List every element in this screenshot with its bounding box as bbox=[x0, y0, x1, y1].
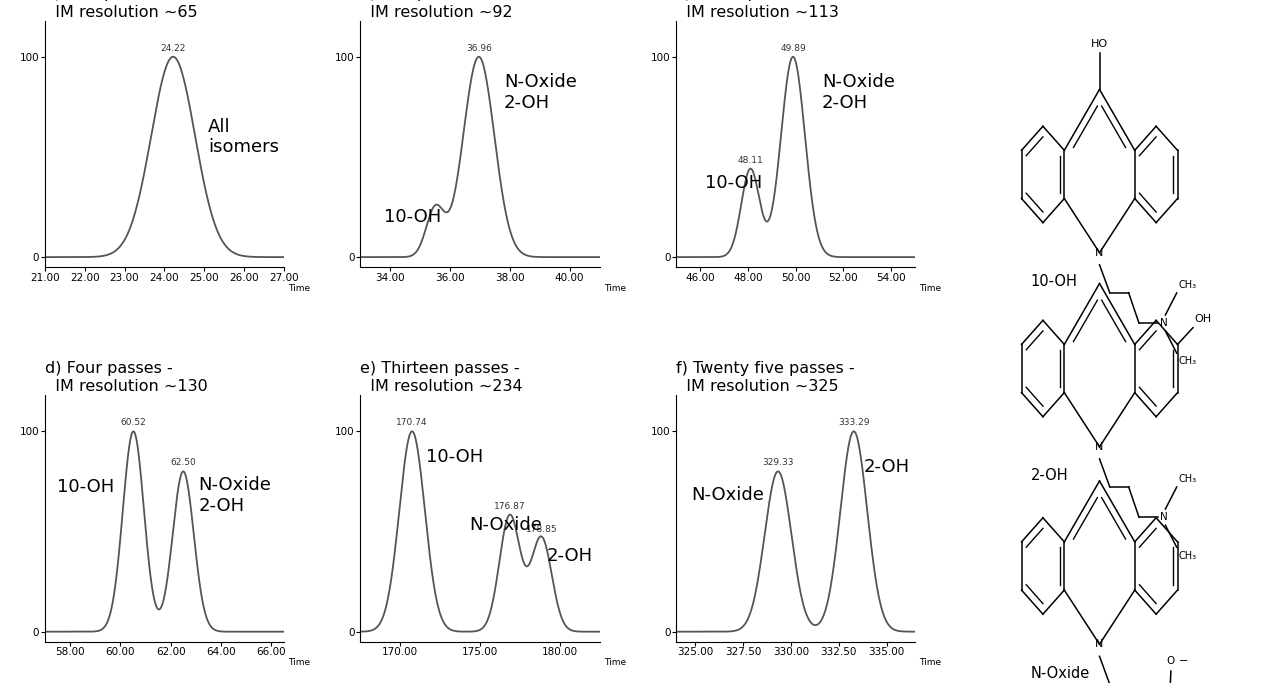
Text: 2-OH: 2-OH bbox=[864, 458, 910, 476]
Text: N: N bbox=[1160, 512, 1167, 522]
Text: 10-OH: 10-OH bbox=[1030, 274, 1078, 289]
Text: N-Oxide
2-OH: N-Oxide 2-OH bbox=[822, 73, 895, 112]
Text: O: O bbox=[1167, 656, 1175, 666]
Text: N-Oxide
2-OH: N-Oxide 2-OH bbox=[504, 73, 577, 112]
Text: −: − bbox=[1179, 656, 1188, 666]
Text: N-Oxide: N-Oxide bbox=[468, 517, 541, 535]
Text: 48.11: 48.11 bbox=[737, 156, 763, 165]
Text: 170.74: 170.74 bbox=[397, 418, 428, 427]
Text: Time: Time bbox=[919, 284, 942, 293]
Text: 2-OH: 2-OH bbox=[547, 546, 593, 564]
Text: Time: Time bbox=[919, 658, 942, 667]
Text: 178.85: 178.85 bbox=[526, 524, 557, 533]
Text: 10-OH: 10-OH bbox=[426, 448, 483, 466]
Text: N: N bbox=[1160, 318, 1167, 328]
Text: N-Oxide
2-OH: N-Oxide 2-OH bbox=[198, 476, 271, 515]
Text: a) One pass -
  IM resolution ~65: a) One pass - IM resolution ~65 bbox=[45, 0, 197, 19]
Text: 62.50: 62.50 bbox=[170, 458, 196, 467]
Text: Time: Time bbox=[604, 658, 626, 667]
Text: e) Thirteen passes -
  IM resolution ~234: e) Thirteen passes - IM resolution ~234 bbox=[361, 360, 524, 394]
Text: N: N bbox=[1096, 248, 1103, 258]
Text: HO: HO bbox=[1091, 39, 1108, 49]
Text: 10-OH: 10-OH bbox=[384, 208, 442, 226]
Text: b) Two passes -
  IM resolution ~92: b) Two passes - IM resolution ~92 bbox=[361, 0, 513, 19]
Text: All
isomers: All isomers bbox=[209, 117, 279, 157]
Text: d) Four passes -
  IM resolution ~130: d) Four passes - IM resolution ~130 bbox=[45, 360, 207, 394]
Text: 176.87: 176.87 bbox=[494, 502, 526, 511]
Text: Time: Time bbox=[288, 284, 310, 293]
Text: CH₃: CH₃ bbox=[1179, 551, 1197, 560]
Text: CH₃: CH₃ bbox=[1179, 357, 1197, 366]
Text: 36.96: 36.96 bbox=[466, 43, 492, 52]
Text: N: N bbox=[1096, 442, 1103, 452]
Text: 333.29: 333.29 bbox=[838, 418, 869, 427]
Text: CH₃: CH₃ bbox=[1179, 473, 1197, 484]
Text: 329.33: 329.33 bbox=[763, 458, 794, 467]
Text: Time: Time bbox=[288, 658, 310, 667]
Text: N: N bbox=[1096, 639, 1103, 649]
Text: CH₃: CH₃ bbox=[1179, 279, 1197, 290]
Text: N-Oxide: N-Oxide bbox=[691, 486, 764, 504]
Text: 10-OH: 10-OH bbox=[705, 174, 762, 192]
Text: OH: OH bbox=[1194, 315, 1212, 324]
Text: 60.52: 60.52 bbox=[120, 418, 146, 427]
Text: N-Oxide: N-Oxide bbox=[1030, 666, 1091, 680]
Text: 49.89: 49.89 bbox=[780, 43, 806, 52]
Text: f) Twenty five passes -
  IM resolution ~325: f) Twenty five passes - IM resolution ~3… bbox=[676, 360, 855, 394]
Text: 2-OH: 2-OH bbox=[1030, 468, 1069, 483]
Text: Time: Time bbox=[604, 284, 626, 293]
Text: 10-OH: 10-OH bbox=[58, 478, 115, 496]
Text: 24.22: 24.22 bbox=[160, 43, 186, 52]
Text: c) Three passes -
  IM resolution ~113: c) Three passes - IM resolution ~113 bbox=[676, 0, 838, 19]
